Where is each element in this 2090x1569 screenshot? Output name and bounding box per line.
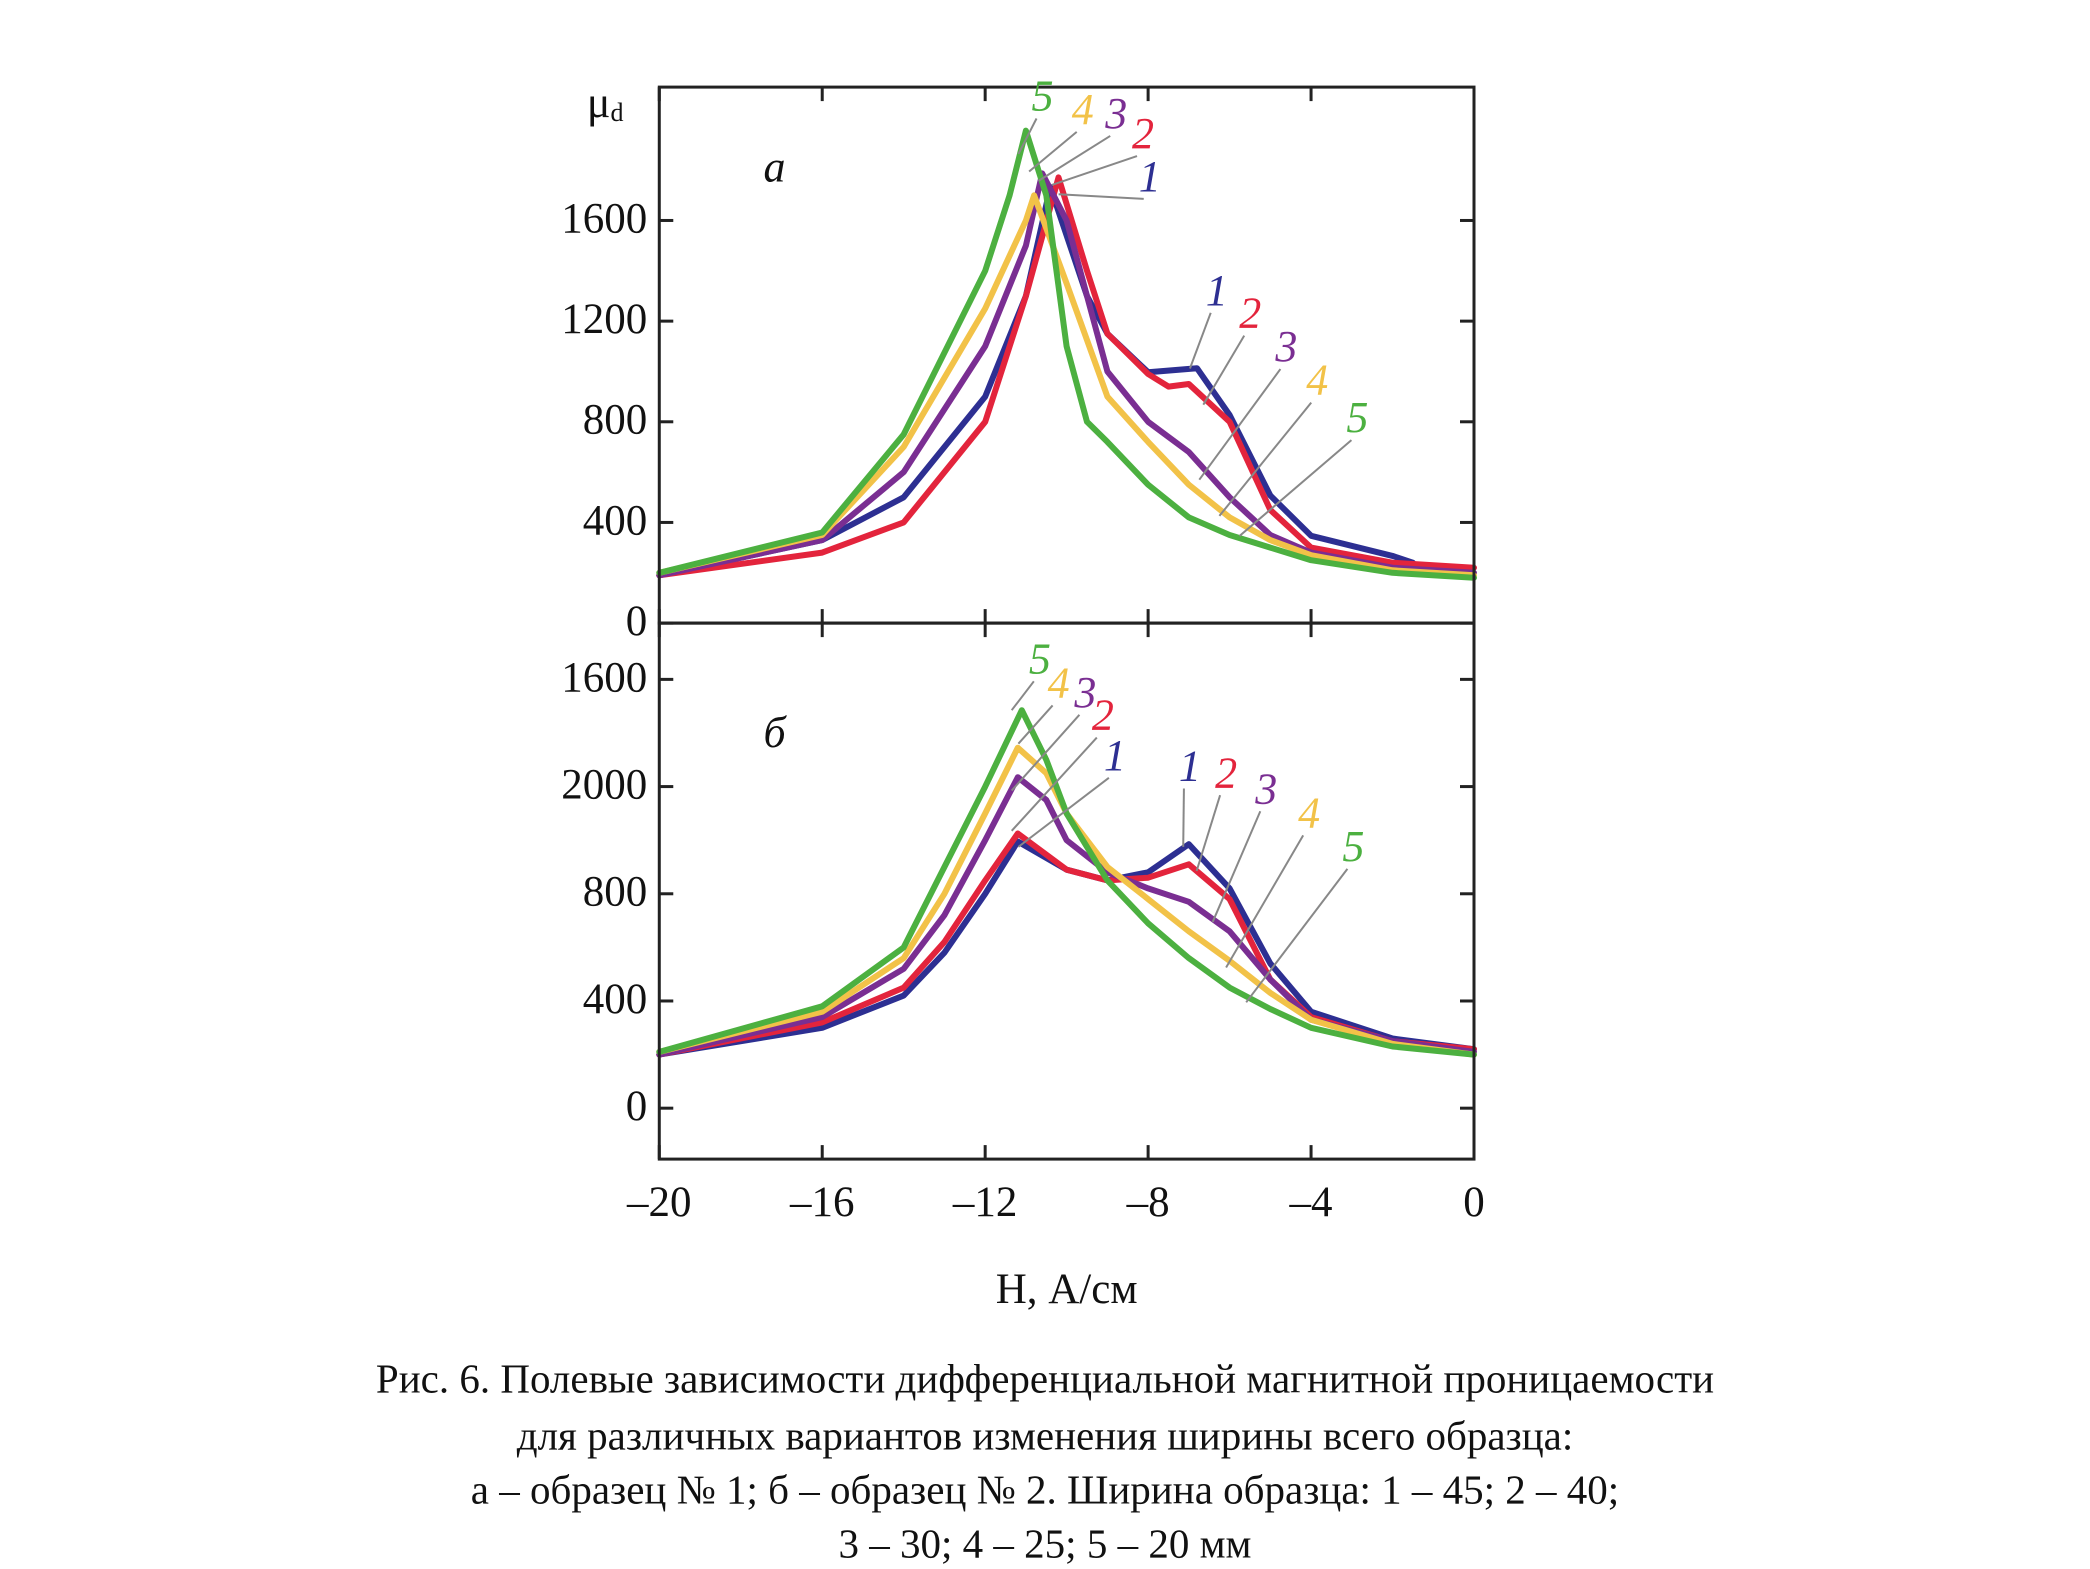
curve-label: 5 [1346,393,1368,442]
series-line [656,774,1477,1058]
y-tick-label: 1600 [561,654,647,701]
leader-line [1198,368,1282,481]
leader-line [1017,118,1038,155]
caption-line: а – образец № 1; б – образец № 2. Ширина… [471,1466,1619,1512]
series-line [656,744,1477,1058]
curve-label: 2 [1239,289,1261,338]
plot-frame [657,621,1476,1161]
x-tick-label: –4 [1289,1179,1333,1226]
leader-line [1051,155,1138,186]
y-label-subscript: d [611,98,624,127]
y-tick-label: 0 [626,598,648,645]
leader-line [1188,312,1212,369]
series-line [656,174,1477,579]
y-tick-label: 1200 [561,296,647,343]
x-tick-label: 0 [1463,1179,1485,1226]
y-tick-label: 400 [583,497,648,544]
x-tick-label: –16 [789,1179,855,1226]
leader-line [1225,834,1305,968]
leader-line [1211,810,1262,923]
curve-label: 1 [1206,266,1228,315]
caption-line: 3 – 30; 4 – 25; 5 – 20 мм [839,1520,1252,1566]
y-tick-label: 0 [626,1083,648,1130]
curve-label: 1 [1179,742,1201,791]
leader-line [1017,776,1110,848]
panel-label: а [764,143,786,192]
series-line [656,170,1477,579]
y-tick-label: 2000 [561,761,647,808]
curve-label: 3 [1254,764,1277,813]
curve-label: 3 [1073,668,1096,717]
x-tick-label: –20 [626,1179,692,1226]
leader-line [1017,704,1054,745]
caption-line: Рис. 6. Полевые зависимости дифференциал… [376,1355,1714,1401]
leader-line [1010,714,1081,792]
curve-label: 1 [1139,152,1161,201]
leader-line [1195,794,1222,872]
leader-line [1037,135,1111,182]
x-tick-label: –12 [952,1179,1018,1226]
curve-label: 3 [1274,322,1297,371]
leader-line [1238,439,1353,537]
leader-line [1058,193,1144,200]
y-tick-label: 800 [583,397,648,444]
curve-label: 4 [1072,85,1094,134]
leader-line [1202,335,1246,406]
leader-line [1010,736,1098,832]
curve-label: 3 [1104,89,1127,138]
leader-line [1010,680,1035,711]
leader-line [1028,131,1078,173]
series-line [656,707,1477,1058]
y-tick-label: 800 [583,869,648,916]
series-line [656,127,1477,581]
leader-line [1245,868,1349,1003]
y-tick-label: 400 [583,976,648,1023]
y-axis-label: μd [587,78,624,127]
panel-label: б [763,708,787,757]
curve-label: 4 [1298,788,1320,837]
curve-label: 2 [1092,691,1114,740]
curve-label: 2 [1215,748,1237,797]
curve-label: 5 [1342,822,1364,871]
leader-line [1218,401,1312,517]
x-tick-label: –8 [1126,1179,1170,1226]
x-axis-label: H, А/см [996,1266,1138,1313]
curve-label: 4 [1048,659,1070,708]
series-line [656,184,1416,579]
y-tick-label: 1600 [561,195,647,242]
caption-line: для различных вариантов изменения ширины… [517,1412,1574,1458]
curve-label: 5 [1029,634,1051,683]
curve-label: 4 [1306,356,1328,405]
y-label-symbol: μ [587,78,611,127]
curve-label: 5 [1032,72,1054,121]
series-line [656,192,1477,579]
leader-line [1182,788,1185,847]
curve-label: 1 [1104,731,1126,780]
curve-label: 2 [1132,109,1154,158]
